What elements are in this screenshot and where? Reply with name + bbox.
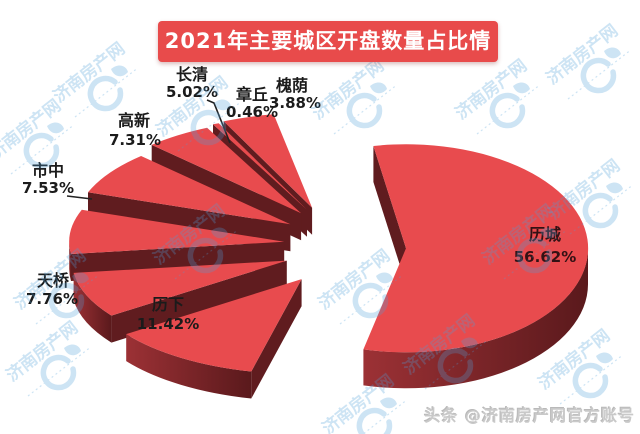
- slice-pct-label: 56.62%: [514, 248, 576, 266]
- brand-logo-icon: [580, 57, 617, 94]
- slice-pct-label: 11.42%: [137, 315, 199, 333]
- label-connector-line: [66, 195, 93, 200]
- brand-watermark: 济南房产网: [2, 317, 92, 397]
- pie-slice-6: [126, 279, 302, 399]
- slice-top-face: [73, 260, 287, 316]
- brand-logo-leaf-icon: [370, 82, 387, 94]
- slice-pct-label: 0.46%: [226, 103, 278, 121]
- slice-pct-label: 7.76%: [26, 290, 78, 308]
- brand-logo-leaf-icon: [211, 227, 228, 239]
- brand-watermark-subline: [174, 229, 239, 280]
- brand-logo-leaf-icon: [513, 82, 530, 94]
- brand-logo-leaf-icon: [111, 65, 128, 77]
- slice-name-label: 天桥: [37, 271, 70, 290]
- slice-edge-wall: [111, 260, 287, 343]
- slice-pct-label: 7.53%: [22, 179, 74, 197]
- brand-logo-leaf-icon: [380, 397, 397, 409]
- brand-watermark-subline: [27, 346, 92, 397]
- brand-logo-icon: [572, 362, 609, 399]
- slice-side-wall: [126, 334, 252, 399]
- slice-pct-label: 5.02%: [166, 83, 218, 101]
- brand-logo-icon: [352, 282, 389, 319]
- brand-logo-leaf-icon: [64, 344, 81, 356]
- pie-slice-5: [73, 260, 287, 343]
- brand-logo-icon: [516, 237, 553, 274]
- slice-edge-wall: [251, 279, 302, 399]
- brand-logo-icon: [356, 407, 393, 434]
- brand-logo-icon: [87, 75, 124, 112]
- brand-watermark-subline: [567, 49, 632, 100]
- chart-title-banner: 2021年主要城区开盘数量占比情况: [158, 21, 498, 94]
- brand-watermark-subline: [74, 67, 139, 118]
- slice-pct-label: 3.88%: [269, 94, 321, 112]
- slice-name-label: 槐荫: [275, 76, 308, 95]
- brand-logo-icon: [48, 282, 85, 319]
- brand-watermark-subline: [569, 184, 634, 235]
- pie-slice-7: [363, 144, 589, 389]
- brand-logo-leaf-icon: [596, 352, 613, 364]
- slice-top-face: [213, 123, 307, 210]
- brand-watermark-subline: [35, 274, 100, 325]
- brand-watermark-subline: [177, 101, 242, 152]
- slice-top-face: [151, 127, 302, 214]
- brand-logo-icon: [346, 92, 383, 129]
- slice-name-label: 市中: [32, 161, 64, 180]
- brand-logo-leaf-icon: [47, 122, 64, 134]
- slice-top-face: [88, 156, 291, 225]
- brand-logo-icon: [190, 109, 227, 146]
- brand-logo-icon: [437, 347, 474, 384]
- toutiao-account-watermark: 头条 @济南房产网官方账号: [424, 406, 635, 425]
- slice-name-label: 长清: [176, 65, 208, 84]
- brand-watermark-subline: [559, 354, 624, 405]
- brand-logo-leaf-icon: [376, 272, 393, 284]
- brand-logo-leaf-icon: [540, 227, 557, 239]
- slice-side-wall: [69, 241, 71, 281]
- label-connector-line: [206, 99, 231, 144]
- brand-logo-leaf-icon: [214, 99, 231, 111]
- brand-watermark: 济南房产网: [451, 55, 541, 135]
- brand-logo-icon: [582, 192, 619, 229]
- slice-edge-wall: [373, 146, 406, 285]
- brand-logo-leaf-icon: [72, 272, 89, 284]
- brand-logo-icon: [489, 92, 526, 129]
- brand-logo-leaf-icon: [461, 337, 478, 349]
- brand-logo-icon: [23, 132, 60, 169]
- slice-side-wall: [363, 248, 588, 389]
- brand-watermark-subline: [10, 124, 75, 175]
- slice-side-wall: [73, 272, 112, 343]
- brand-watermark: 济南房产网: [49, 38, 139, 118]
- brand-logo-icon: [187, 237, 224, 274]
- slice-name-label: 高新: [118, 111, 150, 130]
- brand-watermark: 济南房产网: [542, 20, 632, 100]
- slice-pct-label: 7.31%: [109, 131, 161, 149]
- slice-top-face: [69, 209, 285, 254]
- brand-logo-leaf-icon: [606, 182, 623, 194]
- slice-name-label: 历城: [529, 225, 561, 244]
- slice-top-face: [223, 114, 313, 208]
- slice-top-face: [363, 144, 589, 353]
- slice-name-label: 历下: [152, 295, 184, 314]
- slice-top-face: [126, 279, 302, 372]
- brand-logo-icon: [40, 354, 77, 391]
- brand-watermark-subline: [503, 229, 568, 280]
- brand-logo-leaf-icon: [604, 47, 621, 59]
- slice-name-label: 章丘: [236, 85, 268, 104]
